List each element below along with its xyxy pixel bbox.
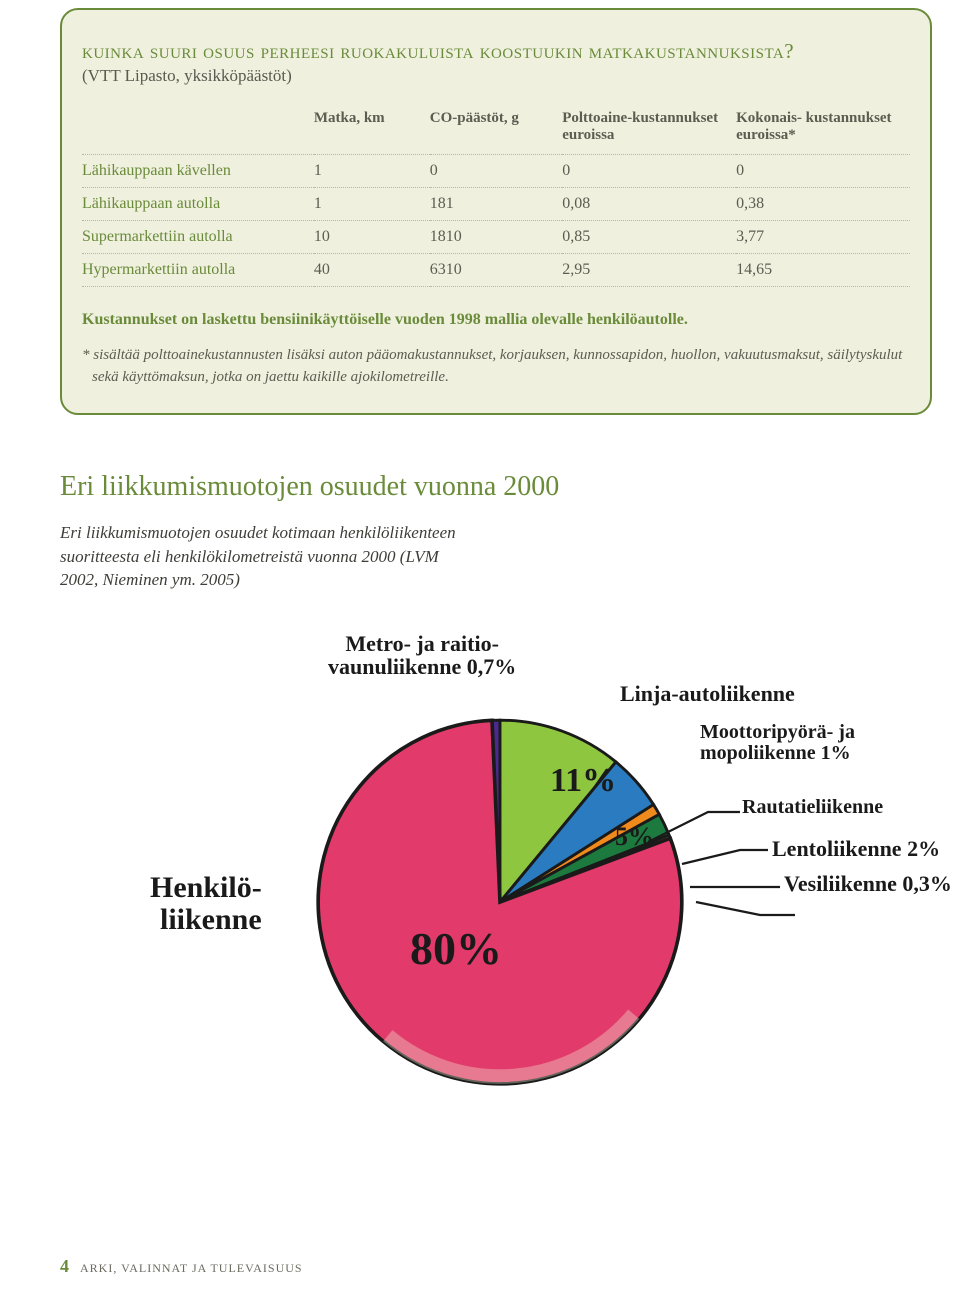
cell: 1810 [430, 221, 562, 254]
panel-subtitle: (VTT Lipasto, yksikköpäästöt) [82, 66, 910, 86]
section-heading: Eri liikkumismuotojen osuudet vuonna 200… [60, 471, 932, 503]
page-footer: 4 ARKI, VALINNAT JA TULEVAISUUS [60, 1256, 303, 1277]
cell: 0,85 [562, 221, 736, 254]
panel-title: kuinka suuri osuus perheesi ruokakuluist… [82, 38, 910, 64]
table-row: Lähikauppaan autolla11810,080,38 [82, 188, 910, 221]
cell: 14,65 [736, 254, 910, 287]
pct-henkilo: 80% [410, 922, 502, 975]
cell-label: Hypermarkettiin autolla [82, 254, 314, 287]
cell: 0,08 [562, 188, 736, 221]
cell: 6310 [430, 254, 562, 287]
cell: 0 [562, 155, 736, 188]
cell: 0,38 [736, 188, 910, 221]
th-blank [82, 104, 314, 155]
label-moottori: Moottoripyörä- jamopoliikenne 1% [700, 722, 855, 764]
label-rauta: Rautatieliikenne [742, 797, 883, 818]
info-panel: kuinka suuri osuus perheesi ruokakuluist… [60, 8, 932, 415]
table-row: Supermarkettiin autolla1018100,853,77 [82, 221, 910, 254]
cell: 2,95 [562, 254, 736, 287]
cell: 181 [430, 188, 562, 221]
cell: 3,77 [736, 221, 910, 254]
cell-label: Lähikauppaan kävellen [82, 155, 314, 188]
section-paragraph: Eri liikkumismuotojen osuudet kotimaan h… [60, 521, 460, 592]
label-linja: Linja-autoliikenne [620, 682, 795, 705]
cell: 0 [736, 155, 910, 188]
cell: 40 [314, 254, 430, 287]
label-vesi: Vesiliikenne 0,3% [784, 872, 952, 895]
footer-text: ARKI, VALINNAT JA TULEVAISUUS [80, 1261, 303, 1275]
cell-label: Lähikauppaan autolla [82, 188, 314, 221]
th-co: CO-päästöt, g [430, 104, 562, 155]
panel-footnote: * sisältää polttoainekustannusten lisäks… [82, 345, 910, 389]
th-matka: Matka, km [314, 104, 430, 155]
cell: 0 [430, 155, 562, 188]
cell: 10 [314, 221, 430, 254]
pct-linja: 11% [550, 762, 616, 800]
label-lento: Lentoliikenne 2% [772, 837, 940, 860]
panel-note-bold: Kustannukset on laskettu bensiinikäyttöi… [82, 311, 910, 329]
section: Eri liikkumismuotojen osuudet vuonna 200… [60, 471, 932, 592]
table-header-row: Matka, km CO-päästöt, g Polttoaine-kusta… [82, 104, 910, 155]
pct-moottori: 5% [615, 822, 654, 852]
cell: 1 [314, 188, 430, 221]
table-row: Hypermarkettiin autolla4063102,9514,65 [82, 254, 910, 287]
page-number: 4 [60, 1256, 70, 1276]
th-total: Kokonais- kustannukset euroissa* [736, 104, 910, 155]
th-poltto: Polttoaine-kustannukset euroissa [562, 104, 736, 155]
cell: 1 [314, 155, 430, 188]
label-metro: Metro- ja raitio-vaunuliikenne 0,7% [328, 632, 516, 678]
pie-chart: Metro- ja raitio-vaunuliikenne 0,7% Linj… [60, 632, 940, 1132]
cost-table: Matka, km CO-päästöt, g Polttoaine-kusta… [82, 104, 910, 287]
label-henkilo: Henkilö-liikenne [150, 872, 262, 935]
table-row: Lähikauppaan kävellen1000 [82, 155, 910, 188]
cell-label: Supermarkettiin autolla [82, 221, 314, 254]
